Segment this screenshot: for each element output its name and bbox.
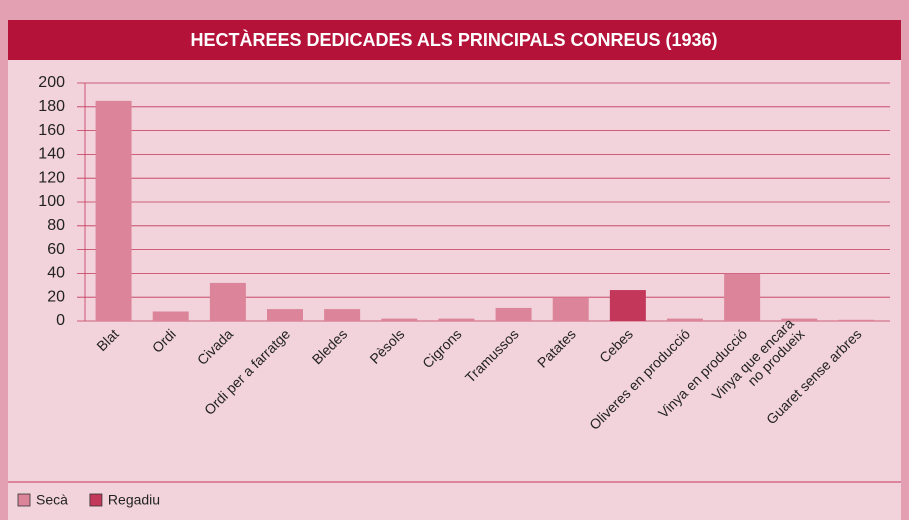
bar xyxy=(724,273,761,321)
bar xyxy=(495,307,532,321)
bar xyxy=(209,282,246,321)
y-tick-label: 200 xyxy=(38,74,65,91)
bar xyxy=(781,318,818,321)
y-tick-label: 60 xyxy=(47,241,65,258)
y-tick-label: 0 xyxy=(56,312,65,329)
bar xyxy=(381,318,418,321)
bar xyxy=(667,318,703,321)
y-tick-label: 100 xyxy=(38,193,65,210)
bar xyxy=(152,311,189,321)
legend-label: Regadiu xyxy=(108,492,160,508)
legend-swatch xyxy=(17,493,31,507)
chart-title: HECTÀREES DEDICADES ALS PRINCIPALS CONRE… xyxy=(190,29,717,50)
y-tick-label: 80 xyxy=(47,217,65,234)
legend-swatch xyxy=(89,493,103,507)
bar xyxy=(838,319,875,321)
bar xyxy=(552,297,589,321)
y-tick-label: 160 xyxy=(38,122,65,139)
bar xyxy=(438,318,475,321)
title-band xyxy=(8,20,901,60)
legend-label: Secà xyxy=(36,492,68,508)
bar xyxy=(324,309,361,321)
panel xyxy=(8,20,901,520)
y-tick-label: 120 xyxy=(38,169,65,186)
y-tick-label: 140 xyxy=(38,146,65,163)
y-tick-label: 40 xyxy=(47,265,65,282)
bar xyxy=(609,290,646,321)
bar xyxy=(267,309,303,321)
y-tick-label: 20 xyxy=(47,288,65,305)
bar xyxy=(95,100,132,321)
y-tick-label: 180 xyxy=(38,98,65,115)
